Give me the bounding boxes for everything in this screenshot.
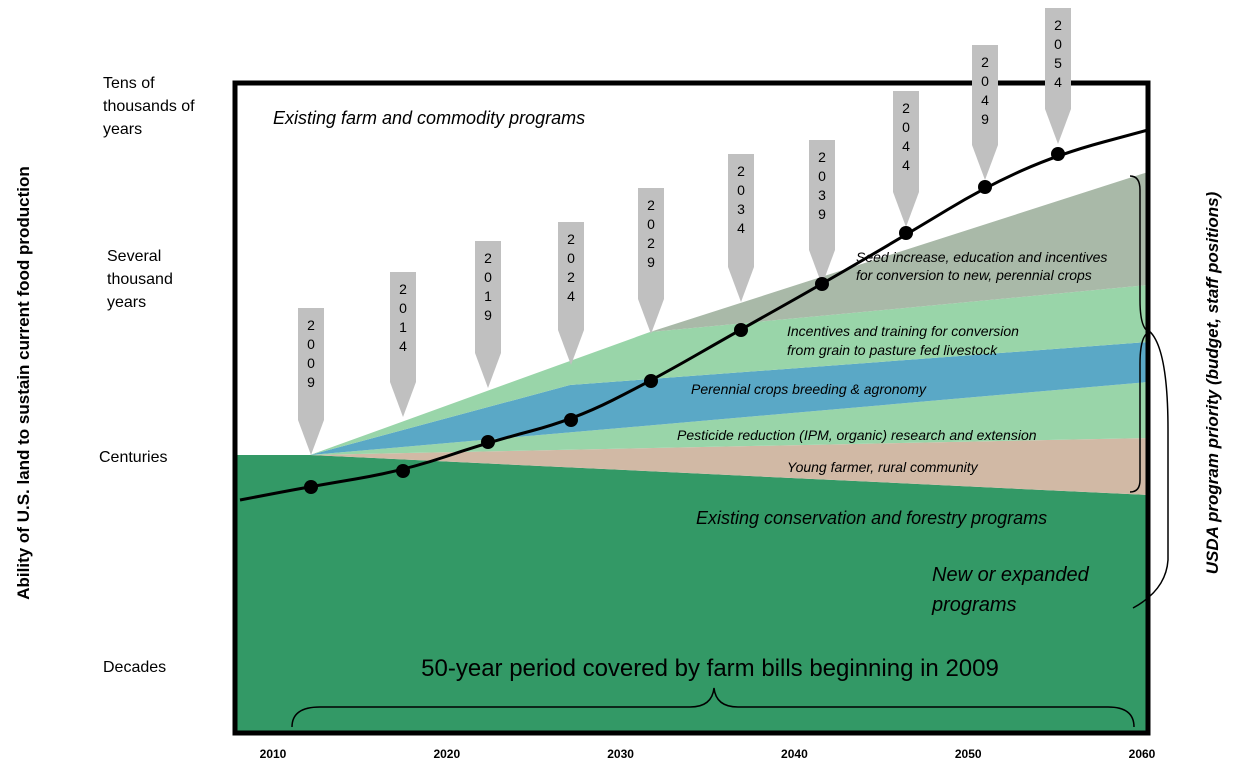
farm-bill-dot-2039 — [815, 277, 829, 291]
y-tick-label-several-thousand: Several thousand years — [107, 248, 173, 311]
y-tick-label-decades: Decades — [103, 659, 167, 676]
farm-bill-arrow-2019 — [475, 241, 501, 388]
farm-bill-dot-2054 — [1051, 147, 1065, 161]
label-seed-increase-line1: Seed increase, education and incentives — [856, 249, 1107, 265]
farm-bill-arrow-2039 — [809, 140, 835, 285]
band-perennial-crops-conversion — [650, 172, 1148, 332]
band-pasture-livestock — [310, 285, 1148, 455]
x-axis-ticks: 2010 2020 2030 2040 2050 2060 — [260, 747, 1156, 761]
label-existing-farm: Existing farm and commodity programs — [273, 108, 585, 128]
farm-bill-arrow-2029 — [638, 188, 664, 334]
label-pasture-line1: Incentives and training for conversion — [787, 323, 1019, 339]
y-tick-label-centuries: Centuries — [99, 449, 168, 466]
x-tick-label-2040: 2040 — [781, 747, 808, 761]
farm-bill-dot-2024 — [564, 413, 578, 427]
band-young-farmer — [310, 438, 1148, 495]
x-tick-label-2030: 2030 — [607, 747, 634, 761]
farm-bill-arrow-2024 — [558, 222, 584, 365]
farm-bill-arrow-2009 — [298, 308, 324, 455]
farm-bill-dot-2009 — [304, 480, 318, 494]
farm-bill-dot-2019 — [481, 435, 495, 449]
label-pasture-line2: from grain to pasture fed livestock — [787, 342, 998, 358]
period-brace — [291, 687, 1135, 728]
brace-connector — [1132, 329, 1169, 609]
x-tick-label-2010: 2010 — [260, 747, 287, 761]
y-tick-label-tens-of-thousands: Tens of thousands of years — [103, 75, 195, 138]
farm-bill-dot-2034 — [734, 323, 748, 337]
farm-bill-arrow-2034 — [728, 154, 754, 302]
x-tick-label-2050: 2050 — [955, 747, 982, 761]
label-new-programs-line1: New or expanded — [932, 564, 1090, 586]
farm-bill-arrow-2014 — [390, 272, 416, 417]
farm-bill-arrow-2049 — [972, 45, 998, 180]
x-tick-label-2020: 2020 — [433, 747, 460, 761]
label-perennial-breeding: Perennial crops breeding & agronomy — [691, 381, 927, 397]
x-tick-label-2060: 2060 — [1129, 747, 1156, 761]
farm-bill-dot-2014 — [396, 464, 410, 478]
farm-bill-dot-2049 — [978, 180, 992, 194]
band-perennial-breeding — [310, 342, 1148, 455]
sustainability-curve — [239, 128, 1149, 502]
farm-bill-dot-2044 — [899, 226, 913, 240]
label-pesticide: Pesticide reduction (IPM, organic) resea… — [677, 427, 1037, 443]
label-young-farmer: Young farmer, rural community — [787, 459, 979, 475]
farm-bill-arrow-2044 — [893, 91, 919, 227]
label-new-programs-line2: programs — [931, 594, 1016, 616]
plot-frame — [232, 80, 1151, 736]
band-existing-conservation — [235, 455, 1148, 733]
label-seed-increase-line2: for conversion to new, perennial crops — [856, 267, 1092, 283]
label-existing-conservation: Existing conservation and forestry progr… — [696, 508, 1047, 528]
farm-bill-dot-2029 — [644, 374, 658, 388]
farm-bill-arrow-2054 — [1045, 8, 1071, 144]
label-period: 50-year period covered by farm bills beg… — [421, 655, 999, 682]
farm-bill-arrows: 2 0 0 9 2 0 1 4 2 0 1 9 2 0 2 4 2 0 2 9 2 0 3 4 2 0 3 9 2 0 4 4 2 0 4 9 2 0 5 4 — [298, 8, 1071, 455]
farm-bill-dots — [304, 147, 1065, 494]
